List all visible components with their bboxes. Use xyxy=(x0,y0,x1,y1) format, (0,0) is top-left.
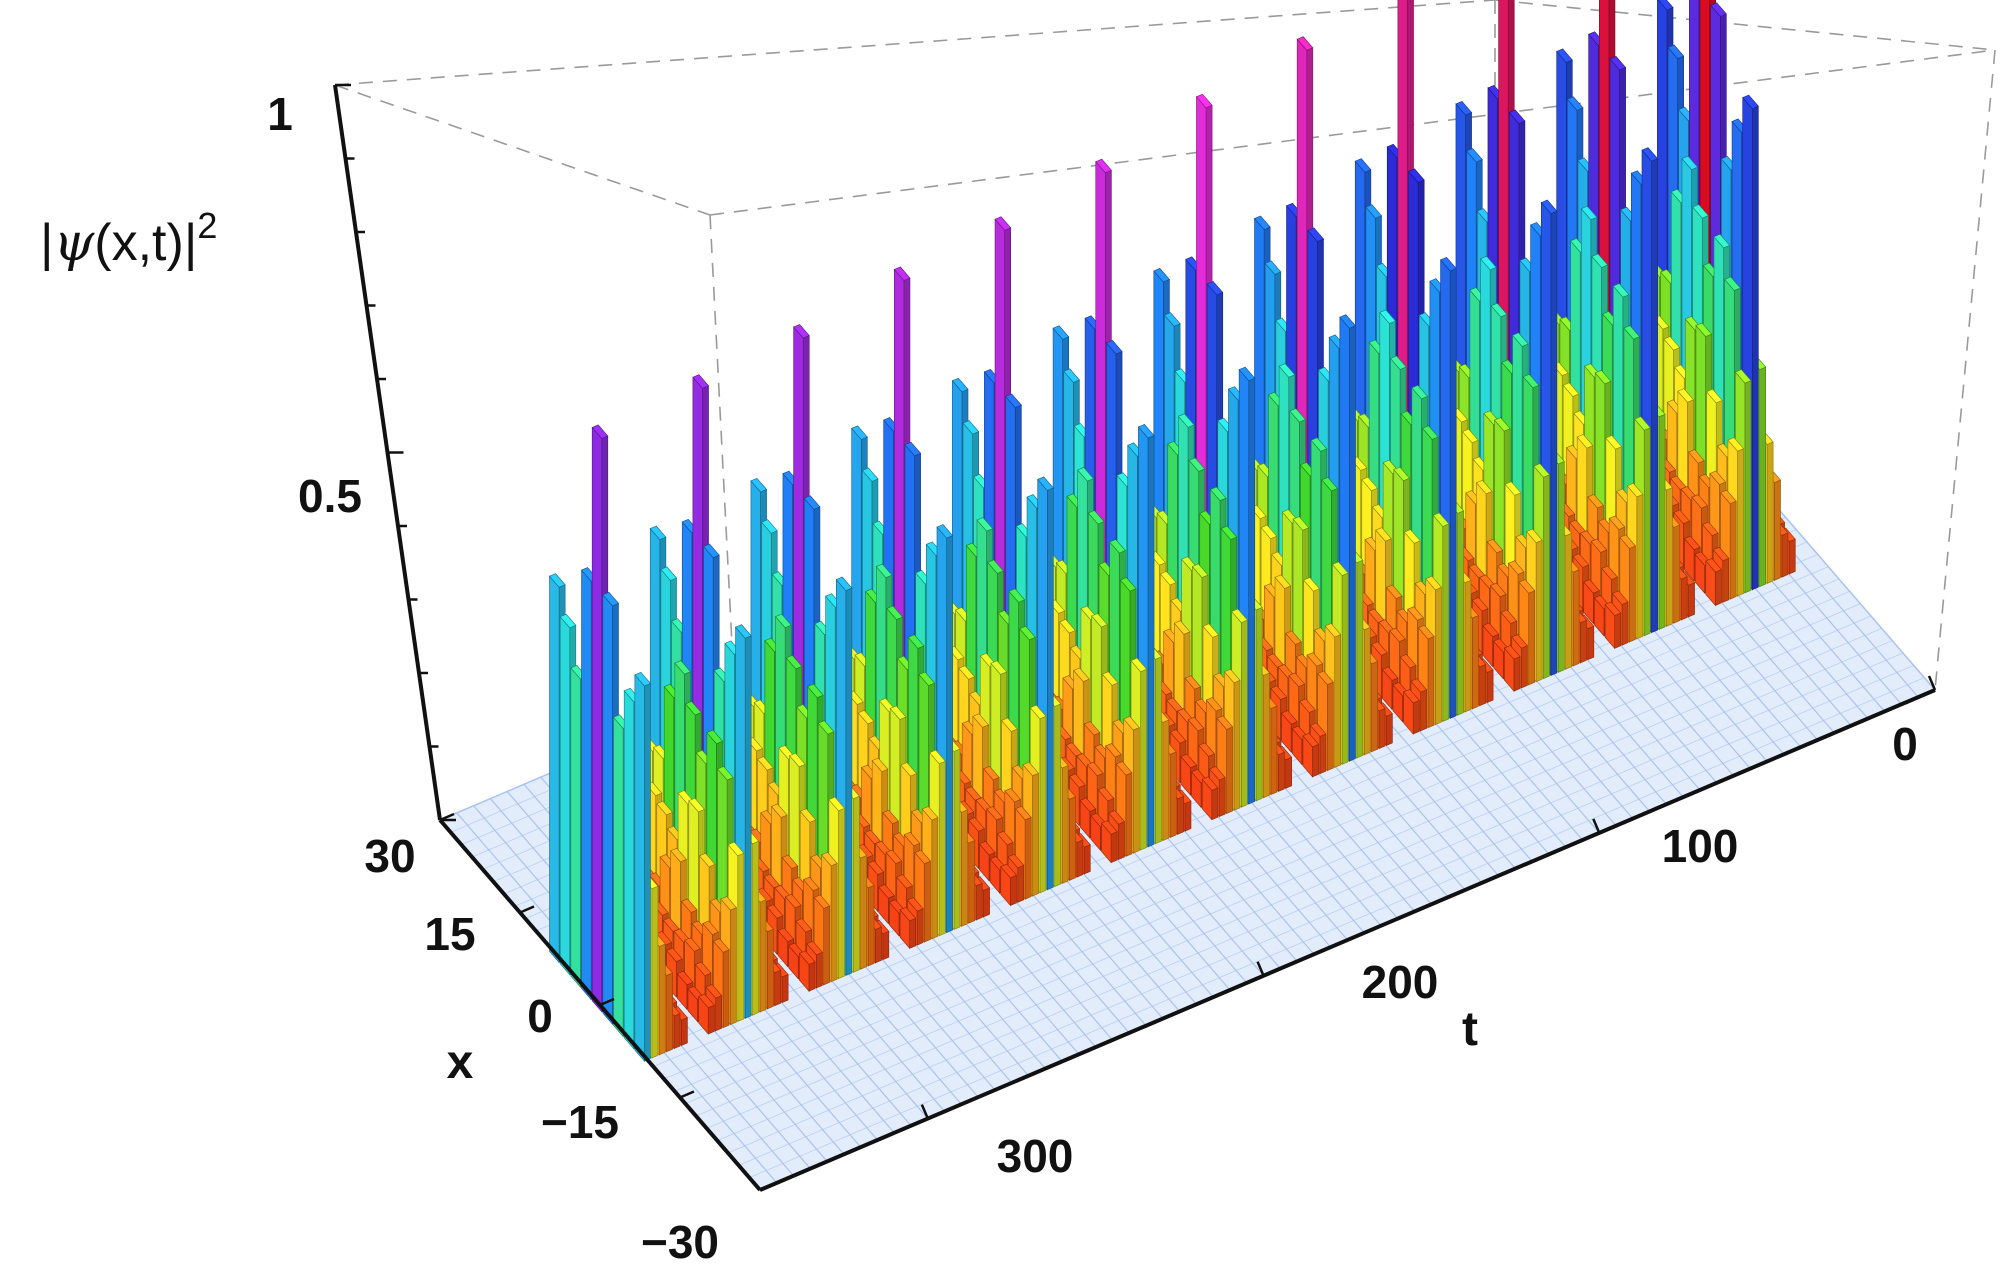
t-axis-line xyxy=(759,688,1936,1192)
bar xyxy=(1302,732,1320,778)
x-tick-label: 30 xyxy=(364,830,415,882)
z-tick-labels: 1 0.5 xyxy=(267,88,362,522)
bar xyxy=(1604,601,1622,650)
z-tick-label: 1 xyxy=(267,88,293,140)
bar xyxy=(1201,776,1219,821)
z-title-args: (x,t)| xyxy=(94,214,197,272)
bar xyxy=(899,906,917,950)
x-tick xyxy=(759,1182,775,1192)
x-tick xyxy=(519,905,535,914)
base-grid-line xyxy=(749,677,1925,1179)
bar xyxy=(1403,688,1420,735)
x-axis-title: x xyxy=(447,1036,474,1089)
z-title-psi: ψ xyxy=(54,213,96,273)
base-grid-line xyxy=(738,664,1914,1166)
bar xyxy=(1100,820,1118,864)
bar xyxy=(1503,645,1521,692)
base-grid-line xyxy=(717,640,1893,1142)
base-grid-line xyxy=(663,578,1840,1080)
t-tick-label: 300 xyxy=(997,1130,1074,1182)
bar xyxy=(634,671,651,1062)
t-tick-label: 200 xyxy=(1362,956,1439,1008)
x-tick-label: 15 xyxy=(424,908,475,960)
t-tick xyxy=(1256,961,1265,977)
t-tick xyxy=(1927,675,1937,691)
z-tick-label: 0.5 xyxy=(298,470,362,522)
z-title-bar: | xyxy=(40,214,54,272)
t-tick-label: 100 xyxy=(1662,820,1739,872)
base-grid-line xyxy=(695,615,1872,1117)
x-tick xyxy=(439,812,455,822)
bar xyxy=(798,950,816,992)
t-tick xyxy=(1592,818,1601,834)
t-tick-labels: 0 100 200 300 xyxy=(997,718,1918,1182)
axis-ticks xyxy=(335,83,1937,1192)
x-tick-label: −30 xyxy=(641,1216,719,1268)
t-tick xyxy=(920,1104,930,1120)
x-tick-labels: 30 15 0 −15 −30 xyxy=(364,830,719,1268)
x-tick xyxy=(599,997,615,1007)
bar xyxy=(1000,863,1017,907)
base-grid-line xyxy=(653,566,1829,1068)
bar xyxy=(698,993,715,1035)
base-grid-line xyxy=(706,627,1882,1129)
base-grid-line xyxy=(727,652,1904,1154)
bar xyxy=(1705,558,1722,607)
z-title-sup: 2 xyxy=(197,205,217,246)
t-axis-title: t xyxy=(1462,1003,1478,1056)
x-tick xyxy=(679,1090,695,1099)
base-grid-line xyxy=(685,603,1861,1105)
x-tick-label: −15 xyxy=(541,1096,619,1148)
t-tick-label: 0 xyxy=(1892,718,1918,770)
z-axis-title: |ψ(x,t)|2 xyxy=(40,205,217,273)
base-grid-line xyxy=(674,590,1850,1092)
x-tick-label: 0 xyxy=(527,990,553,1042)
bars-layer xyxy=(549,0,1796,1062)
